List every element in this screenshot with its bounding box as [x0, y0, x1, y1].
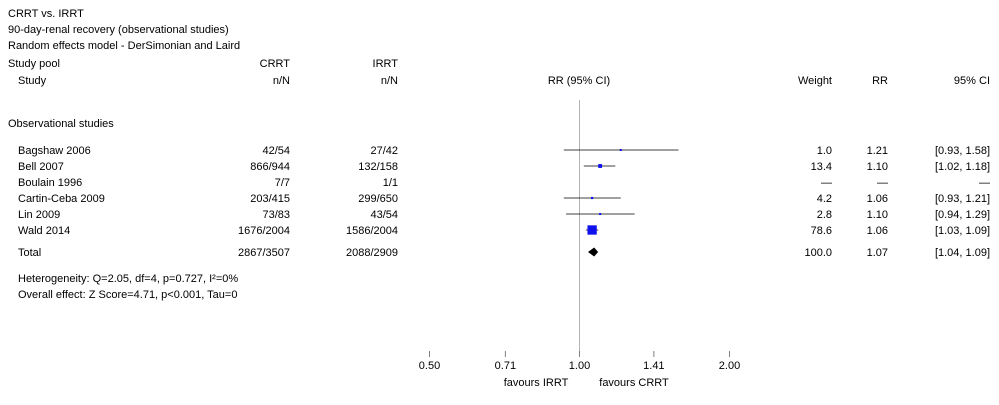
col-header-plot: RR (95% CI) [547, 75, 611, 87]
ci-cell: [0.93, 1.58] [934, 145, 990, 157]
study-row: Cartin-Ceba 2009 203/415 299/650 4.2 1.0… [0, 191, 999, 207]
crrt-nn-cell: 73/83 [262, 209, 290, 221]
study-name-cell: Boulain 1996 [18, 177, 83, 189]
group-label: Observational studies [8, 118, 114, 130]
rr-cell: 1.06 [866, 225, 888, 237]
heterogeneity-note: Heterogeneity: Q=2.05, df=4, p=0.727, I²… [18, 273, 239, 285]
crrt-nn-cell: 203/415 [250, 193, 290, 205]
x-tick-label: 0.71 [495, 360, 516, 372]
study-row: Wald 2014 1676/2004 1586/2004 78.6 1.06 … [0, 223, 999, 239]
col-header-ci: 95% CI [953, 75, 990, 87]
rr-cell: 1.21 [866, 145, 888, 157]
study-name-cell: Bagshaw 2006 [18, 145, 91, 157]
col-header-study: Study [18, 75, 47, 87]
col-header-crrt-nn: n/N [272, 75, 290, 87]
rr-cell: 1.10 [866, 209, 888, 221]
weight-cell: — [821, 177, 832, 189]
study-name-cell: Cartin-Ceba 2009 [18, 193, 105, 205]
rr-cell: — [877, 177, 888, 189]
weight-cell: 2.8 [816, 209, 832, 221]
weight-cell: 1.0 [816, 145, 832, 157]
study-row: Bell 2007 866/944 132/158 13.4 1.10 [1.0… [0, 159, 999, 175]
study-row: Boulain 1996 7/7 1/1 — — — [0, 175, 999, 191]
col-header-irrt-nn: n/N [380, 75, 398, 87]
irrt-nn-cell: 27/42 [370, 145, 398, 157]
crrt-nn-cell: 42/54 [262, 145, 290, 157]
col-header-study-pool: Study pool [8, 58, 60, 70]
x-tick-label: 2.00 [719, 360, 740, 372]
col-header-irrt: IRRT [372, 58, 398, 70]
overall-effect-note: Overall effect: Z Score=4.71, p<0.001, T… [18, 289, 238, 301]
irrt-nn-cell: 43/54 [370, 209, 398, 221]
figure-subtitle: 90-day-renal recovery (observational stu… [8, 24, 229, 36]
irrt-nn-cell: 299/650 [358, 193, 398, 205]
irrt-nn-cell: 1586/2004 [346, 225, 398, 237]
ci-cell: [0.93, 1.21] [934, 193, 990, 205]
figure-title: CRRT vs. IRRT [8, 8, 84, 20]
ci-cell: [1.04, 1.09] [934, 247, 990, 259]
axis-label-favours-irrt: favours IRRT [503, 377, 569, 389]
x-tick-label: 0.50 [419, 360, 440, 372]
ci-cell: [1.02, 1.18] [934, 161, 990, 173]
ci-cell: [1.03, 1.09] [934, 225, 990, 237]
rr-cell: 1.06 [866, 193, 888, 205]
study-row: Lin 2009 73/83 43/54 2.8 1.10 [0.94, 1.2… [0, 207, 999, 223]
weight-cell: 13.4 [810, 161, 832, 173]
irrt-nn-cell: 2088/2909 [346, 247, 398, 259]
model-label: Random effects model - DerSimonian and L… [8, 40, 241, 52]
crrt-nn-cell: 866/944 [250, 161, 290, 173]
col-header-crrt: CRRT [259, 58, 290, 70]
col-header-weight: Weight [797, 75, 832, 87]
x-tick-label: 1.00 [569, 360, 590, 372]
crrt-nn-cell: 2867/3507 [238, 247, 290, 259]
ci-cell: [0.94, 1.29] [934, 209, 990, 221]
weight-cell: 100.0 [804, 247, 832, 259]
x-tick-label: 1.41 [643, 360, 664, 372]
study-name-cell: Bell 2007 [18, 161, 64, 173]
weight-cell: 4.2 [816, 193, 832, 205]
irrt-nn-cell: 132/158 [358, 161, 398, 173]
ci-cell: — [979, 177, 990, 189]
crrt-nn-cell: 1676/2004 [238, 225, 290, 237]
irrt-nn-cell: 1/1 [382, 177, 398, 189]
total-row: Total 2867/3507 2088/2909 100.0 1.07 [1.… [0, 245, 999, 261]
weight-cell: 78.6 [810, 225, 832, 237]
col-header-rr: RR [872, 75, 888, 87]
study-name-cell: Wald 2014 [18, 225, 71, 237]
study-name-cell: Lin 2009 [18, 209, 61, 221]
rr-cell: 1.07 [866, 247, 888, 259]
axis-label-favours-crrt: favours CRRT [599, 377, 669, 389]
study-name-cell: Total [18, 247, 42, 259]
crrt-nn-cell: 7/7 [274, 177, 290, 189]
study-row: Bagshaw 2006 42/54 27/42 1.0 1.21 [0.93,… [0, 143, 999, 159]
rr-cell: 1.10 [866, 161, 888, 173]
